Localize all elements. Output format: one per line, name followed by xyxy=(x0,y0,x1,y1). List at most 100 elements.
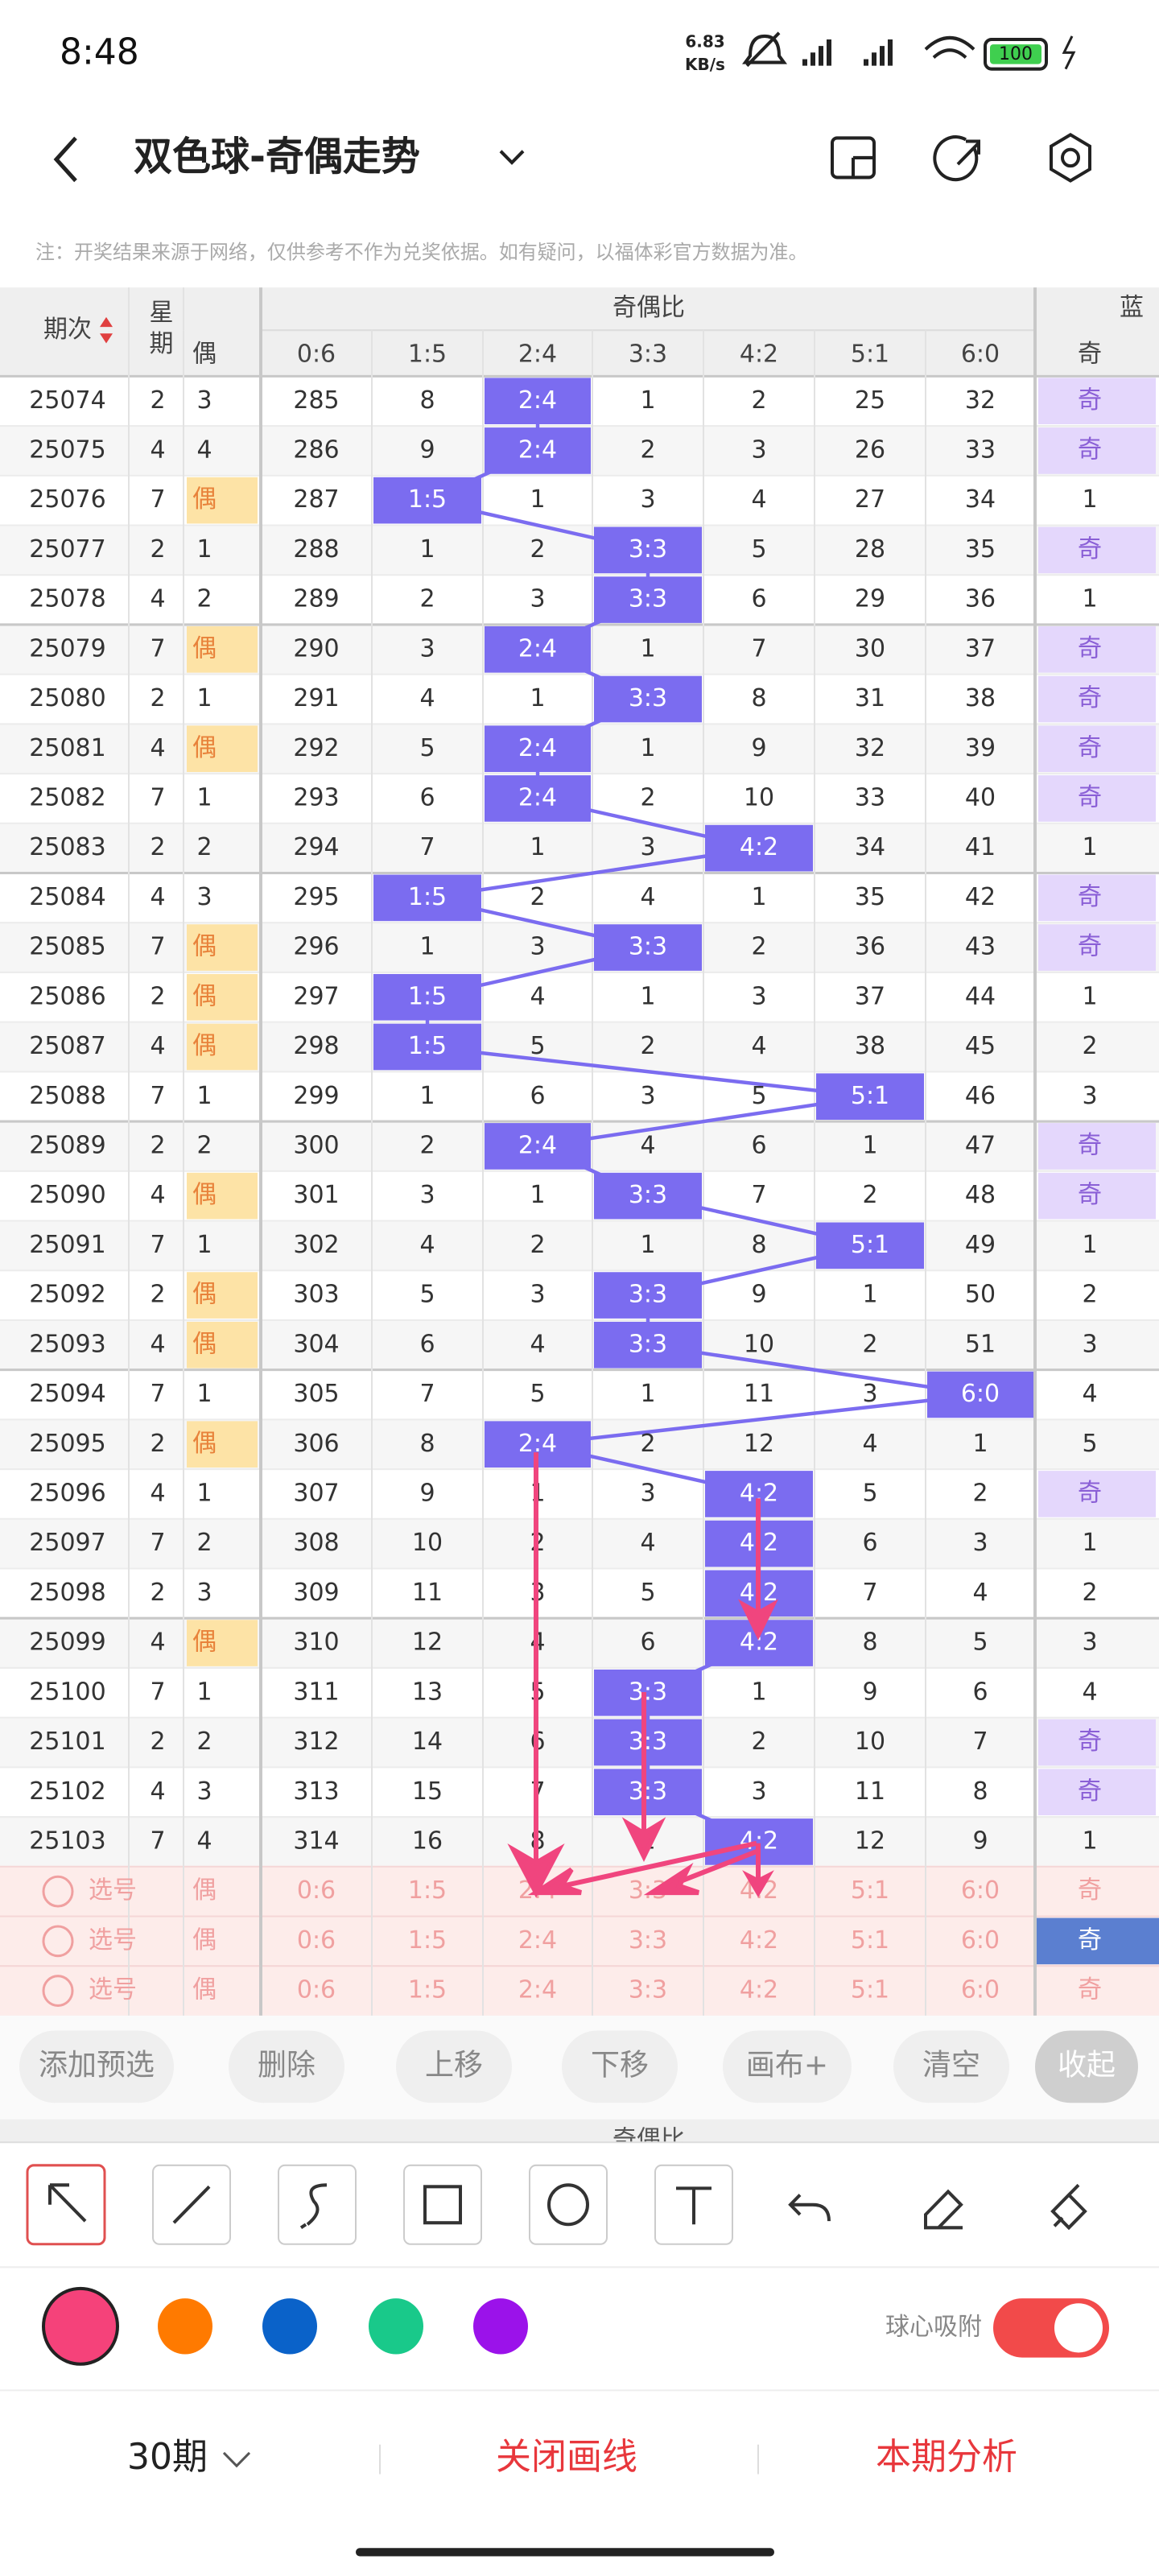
pick-radio[interactable] xyxy=(42,1975,74,2007)
miss-count: 285 xyxy=(293,386,339,415)
tool-circle[interactable] xyxy=(529,2164,608,2245)
pick-ratio[interactable]: 1:5 xyxy=(408,1876,447,1905)
weekday: 2 xyxy=(150,1280,165,1308)
pick-ratio[interactable]: 5:1 xyxy=(851,1926,889,1955)
action-button[interactable] xyxy=(893,2030,1009,2103)
pick-ratio[interactable]: 5:1 xyxy=(851,1975,889,2004)
miss-count: 1 xyxy=(972,1430,988,1458)
pick-ratio[interactable]: 5:1 xyxy=(851,1876,889,1905)
miss-count: 310 xyxy=(293,1628,339,1656)
blue-badge xyxy=(1038,378,1156,425)
miss-count: 2 xyxy=(640,436,655,464)
color-pink[interactable] xyxy=(42,2286,119,2366)
pick-ratio[interactable]: 6:0 xyxy=(961,1975,1000,2004)
ratio-hit-label: 5:1 xyxy=(851,1231,889,1259)
action-label[interactable]: 添加预选 xyxy=(39,2047,155,2082)
action-button[interactable] xyxy=(396,2030,512,2103)
miss-count: 34 xyxy=(855,833,885,861)
blue-value: 1 xyxy=(1082,1827,1097,1855)
action-label[interactable]: 收起 xyxy=(1058,2047,1116,2082)
pick-ratio[interactable]: 3:3 xyxy=(629,1926,667,1955)
issue: 25090 xyxy=(29,1181,105,1209)
trend-line xyxy=(427,846,760,900)
tool-curve[interactable] xyxy=(278,2164,357,2245)
weekday: 4 xyxy=(150,584,165,613)
miss-count: 291 xyxy=(293,684,339,712)
action-label[interactable]: 清空 xyxy=(922,2047,980,2082)
pick-blue: 奇 xyxy=(1078,1975,1102,2004)
pick-ratio[interactable]: 6:0 xyxy=(961,1926,1000,1955)
layout-icon[interactable] xyxy=(831,136,876,180)
tool-arrow[interactable] xyxy=(26,2164,106,2246)
action-button[interactable] xyxy=(229,2030,344,2103)
blue-value: 奇 xyxy=(1078,1131,1102,1159)
snap-toggle[interactable] xyxy=(993,2298,1109,2358)
ratio-hit xyxy=(705,824,813,872)
miss-count: 50 xyxy=(965,1280,996,1308)
miss-count: 296 xyxy=(293,932,339,960)
pick-ratio[interactable]: 0:6 xyxy=(297,1975,336,2004)
ratio-hit-label: 2:4 xyxy=(518,386,557,415)
pick-ratio[interactable]: 3:3 xyxy=(629,1975,667,2004)
ratio-hit-label: 2:4 xyxy=(518,634,557,663)
analysis-button[interactable]: 本期分析 xyxy=(876,2437,1017,2479)
color-orange[interactable] xyxy=(158,2298,212,2355)
title-dropdown[interactable] xyxy=(499,150,525,165)
tool-eraser[interactable] xyxy=(924,2189,963,2230)
miss-count: 288 xyxy=(293,535,339,564)
action-button[interactable] xyxy=(1035,2030,1138,2103)
action-label[interactable]: 上移 xyxy=(425,2047,483,2082)
pick-ratio[interactable]: 4:2 xyxy=(740,1926,778,1955)
pick-ratio[interactable]: 2:4 xyxy=(518,1926,557,1955)
settings-icon[interactable] xyxy=(1050,132,1091,183)
miss-count: 3 xyxy=(862,1380,877,1408)
even-count: 偶 xyxy=(192,1280,217,1308)
blue-badge xyxy=(1038,625,1156,673)
weekday: 7 xyxy=(150,634,165,663)
tool-clear[interactable] xyxy=(1050,2183,1087,2231)
miss-count: 2 xyxy=(530,1231,545,1259)
blue-value: 1 xyxy=(1082,584,1097,613)
color-green[interactable] xyxy=(369,2298,423,2355)
pick-ratio[interactable]: 0:6 xyxy=(297,1926,336,1955)
pick-radio[interactable] xyxy=(42,1875,74,1908)
issue: 25081 xyxy=(29,734,105,762)
back-button[interactable] xyxy=(53,136,77,183)
share-icon[interactable] xyxy=(933,135,980,182)
miss-count: 4 xyxy=(419,684,435,712)
action-button[interactable] xyxy=(723,2030,852,2103)
miss-count: 33 xyxy=(965,436,996,464)
pick-ratio[interactable]: 1:5 xyxy=(408,1975,447,2004)
pick-ratio[interactable]: 1:5 xyxy=(408,1926,447,1955)
blue-value: 奇 xyxy=(1078,1479,1102,1507)
miss-count: 46 xyxy=(965,1082,996,1110)
blue-value: 奇 xyxy=(1078,734,1102,762)
close-drawing-button[interactable]: 关闭画线 xyxy=(496,2437,637,2479)
weekday: 7 xyxy=(150,1678,165,1706)
color-blue[interactable] xyxy=(262,2298,317,2355)
miss-count: 3 xyxy=(972,1529,988,1557)
tool-rect[interactable] xyxy=(403,2164,482,2245)
tool-line[interactable] xyxy=(152,2164,231,2245)
action-label[interactable]: 画布+ xyxy=(746,2047,828,2082)
action-label[interactable]: 删除 xyxy=(258,2047,316,2082)
pick-ratio[interactable]: 6:0 xyxy=(961,1876,1000,1905)
sort-icon[interactable] xyxy=(100,316,113,344)
color-purple[interactable] xyxy=(473,2298,528,2355)
miss-count: 306 xyxy=(293,1430,339,1458)
miss-count: 305 xyxy=(293,1380,339,1408)
pick-ratio[interactable]: 0:6 xyxy=(297,1876,336,1905)
tool-undo[interactable] xyxy=(788,2194,831,2222)
miss-count: 293 xyxy=(293,783,339,811)
weekday: 4 xyxy=(150,883,165,911)
pick-radio[interactable] xyxy=(42,1925,74,1958)
action-button[interactable] xyxy=(562,2030,678,2103)
period-selector[interactable]: 30期 xyxy=(127,2437,208,2479)
action-button[interactable] xyxy=(19,2030,174,2103)
tool-text[interactable] xyxy=(654,2164,733,2245)
pick-ratio[interactable]: 2:4 xyxy=(518,1975,557,2004)
action-label[interactable]: 下移 xyxy=(591,2047,649,2082)
issue: 25093 xyxy=(29,1330,105,1358)
blue-value: 奇 xyxy=(1078,684,1102,712)
pick-ratio[interactable]: 4:2 xyxy=(740,1975,778,2004)
